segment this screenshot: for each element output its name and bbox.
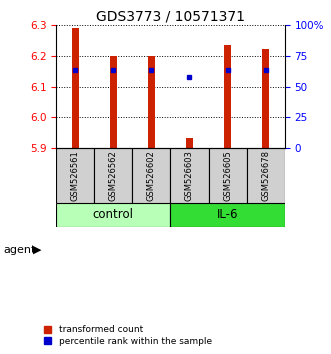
Text: IL-6: IL-6 — [217, 209, 238, 221]
Text: GSM526561: GSM526561 — [71, 150, 80, 201]
Bar — [170, 203, 285, 227]
Text: agent: agent — [3, 245, 36, 255]
Bar — [186, 137, 193, 148]
Bar — [110, 56, 117, 148]
Bar — [170, 148, 209, 203]
Text: GSM526678: GSM526678 — [261, 150, 270, 201]
Text: control: control — [93, 209, 134, 221]
Title: GDS3773 / 10571371: GDS3773 / 10571371 — [96, 10, 245, 24]
Bar — [56, 203, 170, 227]
Bar — [209, 148, 247, 203]
Bar — [132, 148, 170, 203]
Bar — [224, 45, 231, 148]
Legend: transformed count, percentile rank within the sample: transformed count, percentile rank withi… — [44, 325, 212, 346]
Bar — [72, 28, 79, 148]
Text: GSM526603: GSM526603 — [185, 150, 194, 201]
Bar — [262, 50, 269, 148]
Bar — [56, 148, 94, 203]
Bar — [148, 56, 155, 148]
Text: GSM526562: GSM526562 — [109, 150, 118, 201]
Bar — [247, 148, 285, 203]
Text: ▶: ▶ — [33, 245, 42, 255]
Text: GSM526602: GSM526602 — [147, 150, 156, 201]
Bar — [94, 148, 132, 203]
Text: GSM526605: GSM526605 — [223, 150, 232, 201]
